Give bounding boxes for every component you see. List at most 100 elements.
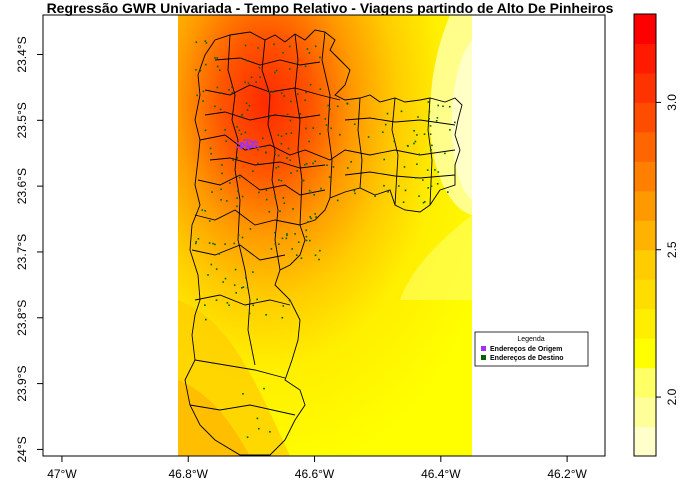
destination-point [216,65,219,68]
destination-point [304,65,307,68]
district-boundaries [184,29,463,456]
origin-point [240,144,243,147]
y-tick-label: 23.4°S [15,36,29,72]
origin-point [240,147,243,150]
destination-point [402,201,405,203]
destination-point [256,417,259,420]
destination-point [414,140,417,143]
x-tick-label: 46.4°W [421,467,461,481]
destination-point [288,45,291,48]
destination-point [418,195,420,197]
destination-point [297,93,299,95]
destination-point [269,431,271,433]
destination-point [422,179,424,181]
destination-point [383,184,385,187]
origin-point [249,139,251,142]
legend: Legenda Endereços de Origem Endereços de… [474,331,589,367]
destination-point [274,71,276,74]
destination-point [237,234,240,236]
destination-point [286,157,288,159]
destination-point [265,151,267,154]
destination-point [257,148,259,151]
destination-point [225,140,227,142]
colorbar-segment [634,161,656,192]
destination-point [278,243,280,245]
destination-point [224,129,226,131]
destination-point [265,189,268,192]
destination-point [195,240,197,243]
destination-point [268,117,270,119]
y-axis: 23.4°S 23.5°S 23.6°S 23.7°S 23.8°S 23.9°S 24°S [15,36,43,462]
colorbar-segment [634,220,656,251]
x-tick-label: 46.8°W [168,467,208,481]
colorbar-frame [633,13,657,457]
colorbar-segment [634,338,656,369]
origin-point [244,144,247,147]
colorbar-tick-label: 2.5 [665,241,679,258]
destination-point [205,63,207,66]
destination-point [277,134,279,136]
destination-point [427,187,429,189]
destination-point [282,197,285,199]
destination-point [209,147,212,150]
destination-point [212,242,214,245]
x-tick-label: 47°W [47,467,77,481]
destination-point [436,117,439,119]
destination-point [241,195,244,198]
destination-point [291,248,293,250]
origin-point [255,144,258,147]
destination-point [424,201,426,203]
destination-point [220,188,222,191]
destination-point [306,48,309,50]
destination-point [274,242,277,245]
destination-point [235,292,237,294]
destination-point [305,162,308,165]
destination-point [417,116,419,118]
destination-point [202,100,204,102]
origin-point [250,145,253,148]
origin-point [239,143,242,146]
destination-point [305,91,307,94]
destination-point [286,234,288,237]
destination-point [231,86,233,88]
colorbar: 2.0 2.5 3.0 [633,13,679,457]
destination-point [435,120,438,122]
destination-point [258,191,260,194]
map-title: Regressão GWR Univariada - Tempo Relativ… [46,0,614,16]
destination-point [288,299,291,302]
destination-point [386,112,389,115]
colorbar-tick-label: 2.0 [665,388,679,405]
destination-point [404,189,407,192]
destination-point [318,258,320,261]
destination-point [246,109,249,111]
destination-point [252,271,254,273]
destination-point [215,299,218,301]
destination-point [228,89,230,91]
destination-point [332,166,335,168]
destination-point [447,191,449,193]
surface-raster [178,15,472,456]
destination-point [315,216,317,218]
destination-point [256,298,258,301]
destination-point [280,142,283,145]
destination-point [330,127,332,130]
destination-point [314,254,317,257]
destination-point [204,129,207,132]
destination-point [387,191,389,193]
destination-point [299,113,302,115]
destination-point [282,51,284,54]
destination-point [211,191,213,193]
destination-point [367,136,370,138]
destination-point [238,129,241,132]
destination-point [222,281,224,283]
destination-point [265,198,268,201]
destination-point [290,132,293,134]
destination-point [449,129,451,131]
destination-point [437,171,440,173]
destination-point [219,69,221,71]
destination-point [252,304,254,307]
destination-point [195,242,197,245]
destination-point [255,81,257,83]
destination-point [196,94,198,97]
y-tick-label: 24°S [15,436,29,462]
